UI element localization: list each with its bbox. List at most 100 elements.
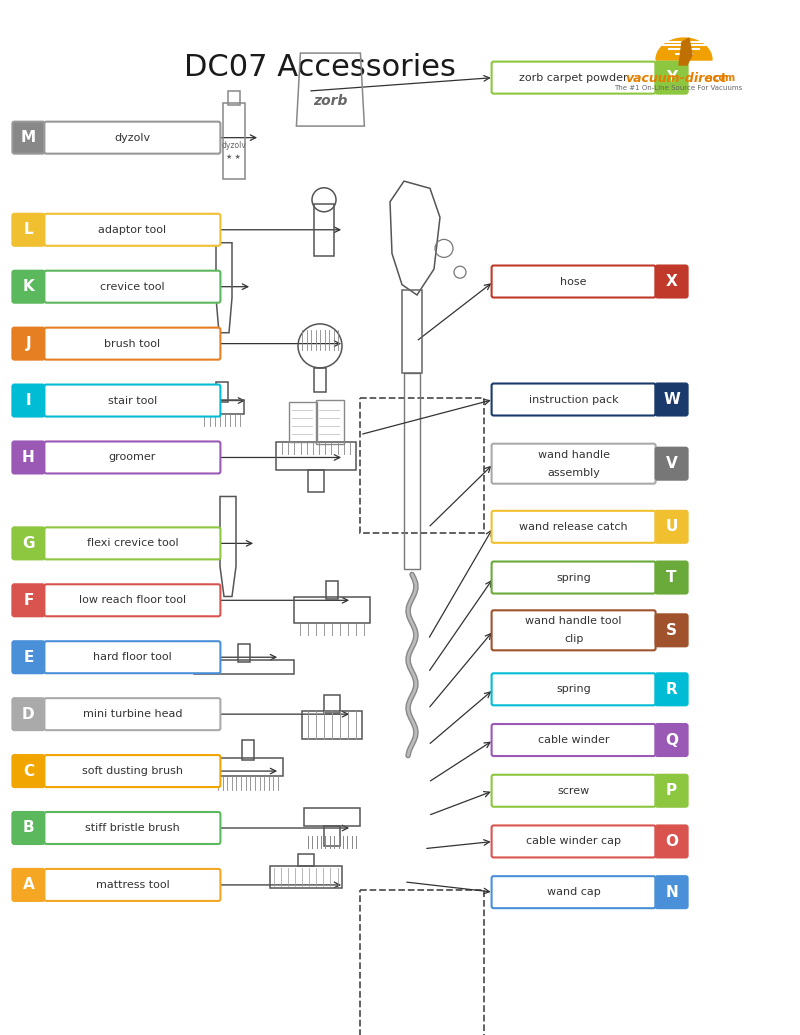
FancyBboxPatch shape	[656, 511, 688, 542]
FancyBboxPatch shape	[45, 271, 221, 302]
Text: L: L	[23, 223, 34, 237]
Text: Y: Y	[666, 70, 677, 85]
FancyBboxPatch shape	[491, 611, 656, 650]
Text: clip: clip	[564, 634, 583, 645]
Bar	[227, 91, 240, 105]
Text: G: G	[22, 536, 34, 551]
Bar	[270, 865, 342, 888]
FancyBboxPatch shape	[12, 442, 45, 473]
Bar	[404, 373, 420, 569]
Text: Q: Q	[665, 733, 678, 747]
Text: F: F	[23, 593, 34, 608]
Text: N: N	[666, 885, 678, 899]
Text: mini turbine head: mini turbine head	[82, 709, 182, 719]
FancyBboxPatch shape	[656, 384, 688, 415]
Text: I: I	[26, 393, 31, 408]
Bar	[276, 442, 356, 470]
Text: X: X	[666, 274, 678, 289]
Bar	[222, 102, 245, 179]
FancyBboxPatch shape	[656, 775, 688, 806]
FancyBboxPatch shape	[656, 826, 688, 857]
Text: A: A	[22, 878, 34, 892]
Bar	[194, 659, 294, 674]
Bar	[326, 581, 338, 598]
Text: H: H	[22, 450, 34, 465]
Bar	[298, 854, 314, 865]
Text: low reach floor tool: low reach floor tool	[79, 595, 186, 605]
Text: V: V	[666, 456, 678, 471]
Text: B: B	[22, 821, 34, 835]
FancyBboxPatch shape	[12, 385, 45, 416]
FancyBboxPatch shape	[491, 562, 656, 593]
Text: wand handle: wand handle	[538, 449, 610, 460]
FancyBboxPatch shape	[491, 674, 656, 705]
Text: E: E	[23, 650, 34, 664]
Text: U: U	[666, 520, 678, 534]
FancyBboxPatch shape	[656, 877, 688, 908]
FancyBboxPatch shape	[12, 812, 45, 844]
Text: T: T	[666, 570, 677, 585]
Text: groomer: groomer	[109, 452, 156, 463]
Text: M: M	[21, 130, 36, 145]
Bar	[316, 401, 344, 444]
FancyBboxPatch shape	[656, 562, 688, 593]
Text: D: D	[22, 707, 34, 721]
Text: R: R	[666, 682, 678, 697]
FancyBboxPatch shape	[45, 122, 221, 153]
Text: dyzolv: dyzolv	[114, 132, 150, 143]
Bar	[213, 758, 283, 776]
Text: zorb: zorb	[314, 94, 347, 108]
Text: .com: .com	[709, 73, 735, 83]
Bar	[304, 807, 360, 826]
FancyBboxPatch shape	[12, 528, 45, 559]
Text: dyzolv: dyzolv	[221, 141, 246, 150]
Text: soft dusting brush: soft dusting brush	[82, 766, 183, 776]
Bar	[242, 740, 254, 760]
Text: ★ ★: ★ ★	[226, 154, 241, 159]
FancyBboxPatch shape	[45, 442, 221, 473]
FancyBboxPatch shape	[491, 826, 656, 857]
FancyBboxPatch shape	[12, 585, 45, 616]
Text: screw: screw	[558, 786, 590, 796]
Bar	[314, 367, 326, 392]
Text: DC07 Accessories: DC07 Accessories	[184, 53, 456, 82]
Text: stiff bristle brush: stiff bristle brush	[85, 823, 180, 833]
Text: K: K	[22, 279, 34, 294]
FancyBboxPatch shape	[12, 122, 45, 153]
FancyBboxPatch shape	[45, 385, 221, 416]
FancyBboxPatch shape	[491, 384, 656, 415]
FancyBboxPatch shape	[656, 448, 688, 479]
Bar	[314, 204, 334, 256]
FancyBboxPatch shape	[491, 724, 656, 756]
Text: spring: spring	[556, 572, 591, 583]
Text: vacuum-direct: vacuum-direct	[626, 71, 726, 85]
Text: C: C	[23, 764, 34, 778]
Bar	[308, 470, 324, 492]
Bar	[302, 710, 362, 739]
FancyBboxPatch shape	[491, 775, 656, 806]
Bar	[324, 694, 340, 712]
FancyBboxPatch shape	[45, 756, 221, 787]
FancyBboxPatch shape	[12, 214, 45, 245]
Text: O: O	[665, 834, 678, 849]
Text: S: S	[666, 623, 677, 638]
FancyBboxPatch shape	[12, 642, 45, 673]
Text: J: J	[26, 336, 31, 351]
Bar	[289, 403, 317, 442]
Bar	[238, 644, 250, 661]
Text: wand release catch: wand release catch	[519, 522, 628, 532]
Text: spring: spring	[556, 684, 591, 694]
Text: hard floor tool: hard floor tool	[93, 652, 172, 662]
Bar	[402, 290, 422, 373]
FancyBboxPatch shape	[45, 699, 221, 730]
Text: mattress tool: mattress tool	[95, 880, 170, 890]
Text: assembly: assembly	[547, 468, 600, 478]
FancyBboxPatch shape	[12, 756, 45, 787]
Polygon shape	[679, 38, 692, 65]
FancyBboxPatch shape	[491, 511, 656, 542]
Text: brush tool: brush tool	[104, 338, 161, 349]
Text: adaptor tool: adaptor tool	[98, 225, 166, 235]
FancyBboxPatch shape	[12, 328, 45, 359]
Text: cable winder: cable winder	[538, 735, 610, 745]
FancyBboxPatch shape	[656, 615, 688, 646]
